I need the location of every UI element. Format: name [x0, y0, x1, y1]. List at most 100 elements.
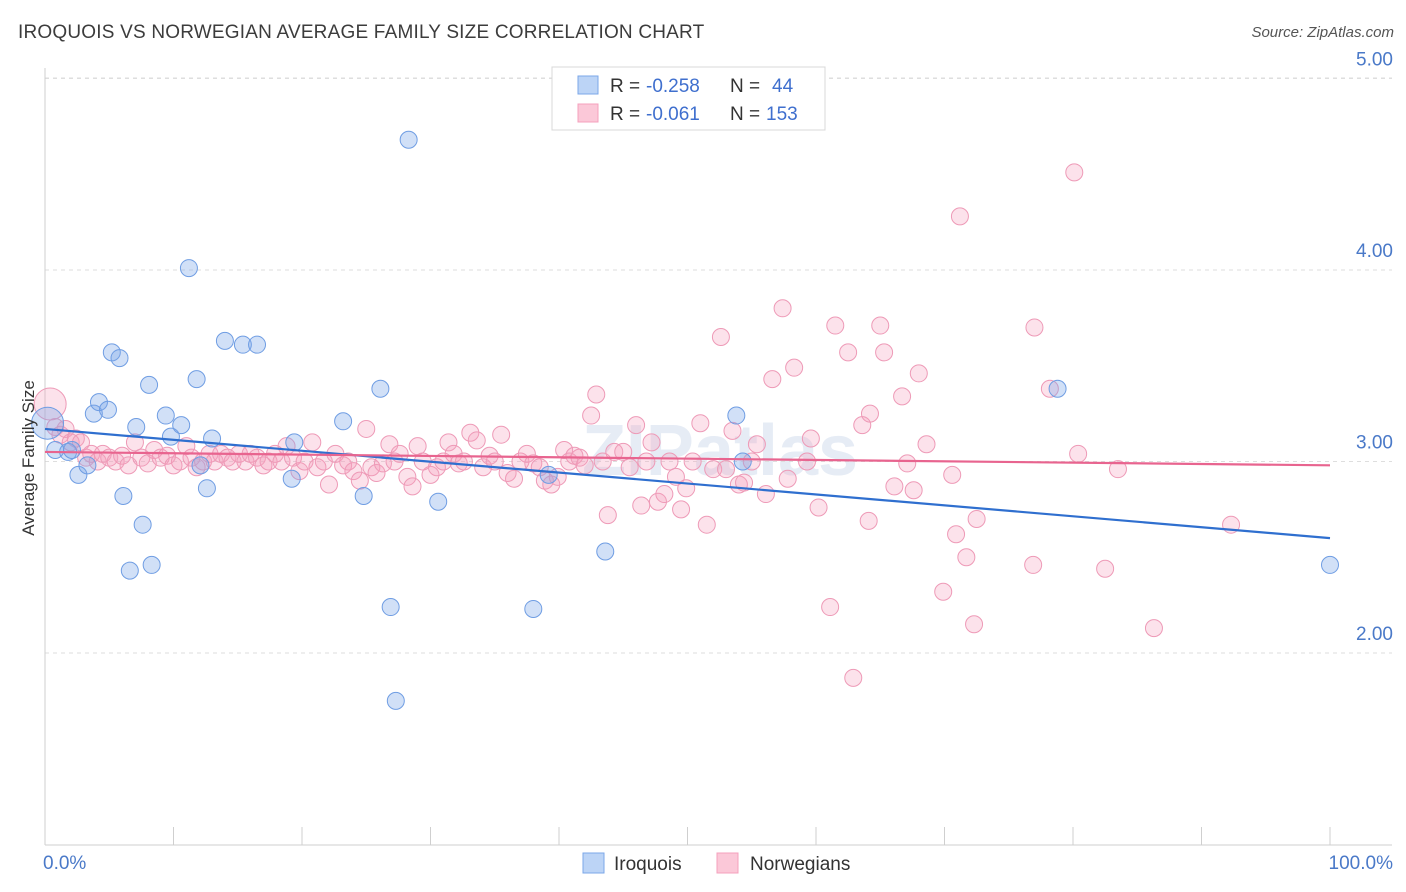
norwegians-point: [809, 498, 828, 517]
norwegians-point: [398, 467, 417, 486]
norwegians-point: [492, 425, 511, 444]
iroquois-point: [354, 486, 373, 505]
norwegians-point: [113, 446, 132, 465]
iroquois-point: [31, 406, 65, 440]
norwegians-point: [934, 582, 953, 601]
iroquois-point: [233, 335, 252, 354]
trend-lines: [44, 427, 1331, 540]
norwegians-point: [367, 463, 386, 482]
iroquois-point: [539, 465, 558, 484]
iroquois-point: [110, 349, 129, 368]
iroquois-point: [1321, 555, 1339, 574]
bottom-legend-swatch-iroquois: [582, 852, 605, 874]
iroquois-point: [215, 331, 234, 350]
iroquois-point: [733, 452, 752, 471]
norwegians-point: [408, 437, 427, 456]
iroquois-point: [1048, 379, 1067, 398]
norwegians-point: [947, 525, 966, 544]
norwegians-point: [1108, 460, 1127, 479]
iroquois-point: [84, 404, 103, 423]
norwegians-point: [467, 431, 486, 450]
y-axis-label: Average Family Size: [19, 380, 38, 536]
norwegians-point: [747, 435, 766, 454]
iroquois-point: [381, 598, 400, 617]
norwegians-point: [893, 387, 912, 406]
legend-r-label-iroquois: R =: [610, 76, 640, 97]
bottom-legend-label-norwegians: Norwegians: [750, 854, 850, 875]
norwegians-point: [826, 316, 845, 335]
y-tick-label: 4.00: [1356, 241, 1393, 262]
norwegians-point: [898, 454, 917, 473]
norwegians-point: [614, 442, 633, 461]
norwegians-point: [735, 473, 754, 492]
iroquois-point: [285, 433, 304, 452]
norwegians-point: [1040, 379, 1059, 398]
norwegians-point: [290, 462, 309, 481]
correlation-legend: R = -0.258 N = 44 R = -0.061 N = 153: [551, 66, 826, 131]
y-tick-label: 3.00: [1356, 433, 1393, 454]
norwegians-point: [403, 477, 422, 496]
legend-swatch-iroquois: [577, 75, 599, 95]
norwegians-point: [683, 452, 702, 471]
iroquois-point: [140, 375, 159, 394]
iroquois-point: [191, 456, 210, 475]
iroquois-point: [62, 441, 81, 460]
bottom-legend-label-iroquois: Iroquois: [614, 854, 682, 875]
norwegians-point: [697, 515, 716, 534]
iroquois-point: [127, 418, 146, 437]
x-tick-label-start: 0.0%: [43, 853, 86, 874]
iroquois-point: [156, 406, 175, 425]
norwegians-point: [875, 343, 894, 362]
iroquois-point: [399, 130, 418, 149]
iroquois-point: [78, 456, 97, 475]
iroquois-point: [69, 465, 88, 484]
norwegians-point: [723, 421, 742, 440]
norwegians-point: [444, 444, 463, 463]
norwegians-point: [319, 475, 338, 494]
norwegians-point: [439, 433, 458, 452]
source-label: Source: ZipAtlas.com: [1251, 24, 1394, 41]
norwegians-point: [637, 452, 656, 471]
norwegians-point: [821, 598, 840, 617]
legend-n-label-norwegians: N =: [730, 104, 760, 125]
iroquois-point: [727, 406, 746, 425]
norwegians-point: [421, 465, 440, 484]
norwegians-point: [909, 364, 928, 383]
norwegians-point: [711, 328, 730, 347]
norwegians-point: [1144, 619, 1163, 638]
norwegians-point: [1025, 318, 1044, 337]
y-tick-label: 2.00: [1356, 624, 1393, 645]
iroquois-point: [596, 542, 615, 561]
norwegians-point: [339, 452, 358, 471]
iroquois-point: [89, 393, 108, 412]
x-tick-label-end: 100.0%: [1329, 853, 1394, 874]
norwegians-point: [917, 435, 936, 454]
axes: 2.00 3.00 4.00 5.00 0.0% 100.0%: [43, 50, 1393, 875]
norwegians-point: [648, 492, 667, 511]
iroquois-point: [120, 561, 139, 580]
iroquois-point: [142, 555, 161, 574]
norwegians-point: [461, 423, 480, 442]
norwegians-point: [350, 471, 369, 490]
norwegians-point: [642, 433, 661, 452]
legend-n-value-norwegians: 153: [766, 104, 798, 125]
y-tick-label: 5.00: [1356, 50, 1393, 71]
series-legend: Iroquois Norwegians: [582, 852, 850, 875]
iroquois-point: [172, 416, 191, 435]
norwegians-point: [773, 299, 792, 318]
norwegians-point: [859, 511, 878, 530]
norwegians-point: [575, 456, 594, 475]
norwegians-point: [587, 385, 606, 404]
legend-r-label-norwegians: R =: [610, 104, 640, 125]
norwegians-point: [778, 469, 797, 488]
norwegians-point: [344, 462, 363, 481]
norwegians-point: [965, 615, 984, 634]
norwegians-point: [1065, 163, 1084, 182]
iroquois-point: [98, 400, 117, 419]
legend-swatch-norwegians: [577, 103, 599, 123]
bottom-legend-swatch-norwegians: [716, 852, 739, 874]
norwegians-point: [860, 404, 879, 423]
iroquois-point: [179, 259, 198, 278]
norwegians-point: [1069, 444, 1088, 463]
norwegians-point: [655, 485, 674, 504]
